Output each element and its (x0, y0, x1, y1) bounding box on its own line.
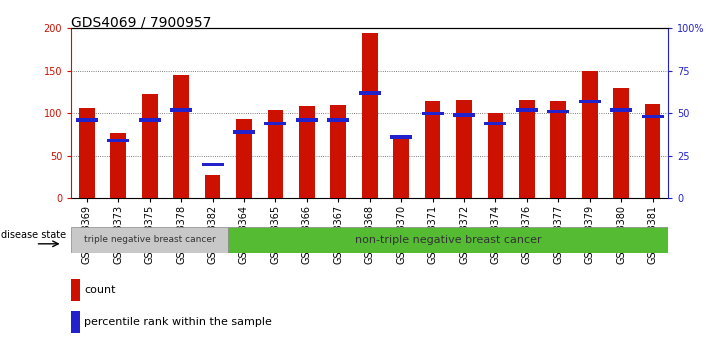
Bar (71, 227, 228, 253)
Bar (424, 101, 440, 198)
Bar (582, 71, 598, 198)
Bar (456, 100, 472, 198)
Bar (110, 133, 126, 198)
Text: count: count (84, 285, 116, 296)
Bar (547, 110, 570, 113)
Bar (205, 175, 220, 198)
Bar (390, 135, 412, 139)
Bar (264, 122, 287, 125)
Bar (359, 91, 380, 95)
Bar (331, 105, 346, 198)
Bar (76, 118, 98, 122)
Bar (519, 100, 535, 198)
Bar (141, 94, 158, 198)
Bar (488, 113, 503, 198)
Bar (173, 75, 189, 198)
Bar (201, 162, 223, 166)
Bar (170, 108, 192, 112)
Bar (327, 118, 349, 122)
Bar (550, 101, 566, 198)
Text: triple negative breast cancer: triple negative breast cancer (84, 235, 215, 244)
Bar (453, 113, 475, 117)
Bar (296, 118, 318, 122)
Bar (233, 130, 255, 134)
Bar (484, 122, 506, 125)
Text: percentile rank within the sample: percentile rank within the sample (84, 317, 272, 327)
Bar (362, 33, 378, 198)
Bar (610, 108, 632, 112)
Bar (393, 138, 409, 198)
Text: non-triple negative breast cancer: non-triple negative breast cancer (355, 235, 542, 245)
Bar (236, 119, 252, 198)
Bar (139, 118, 161, 122)
Bar (641, 115, 663, 118)
Bar (614, 88, 629, 198)
Bar (79, 108, 95, 198)
Bar (422, 112, 444, 115)
Bar (228, 227, 668, 253)
Bar (579, 100, 601, 103)
Bar (267, 110, 283, 198)
Bar (71, 311, 80, 333)
Text: disease state: disease state (1, 229, 67, 240)
Text: GDS4069 / 7900957: GDS4069 / 7900957 (71, 16, 211, 30)
Bar (71, 279, 80, 301)
Bar (516, 108, 538, 112)
Bar (299, 105, 315, 198)
Bar (107, 139, 129, 142)
Bar (645, 104, 661, 198)
